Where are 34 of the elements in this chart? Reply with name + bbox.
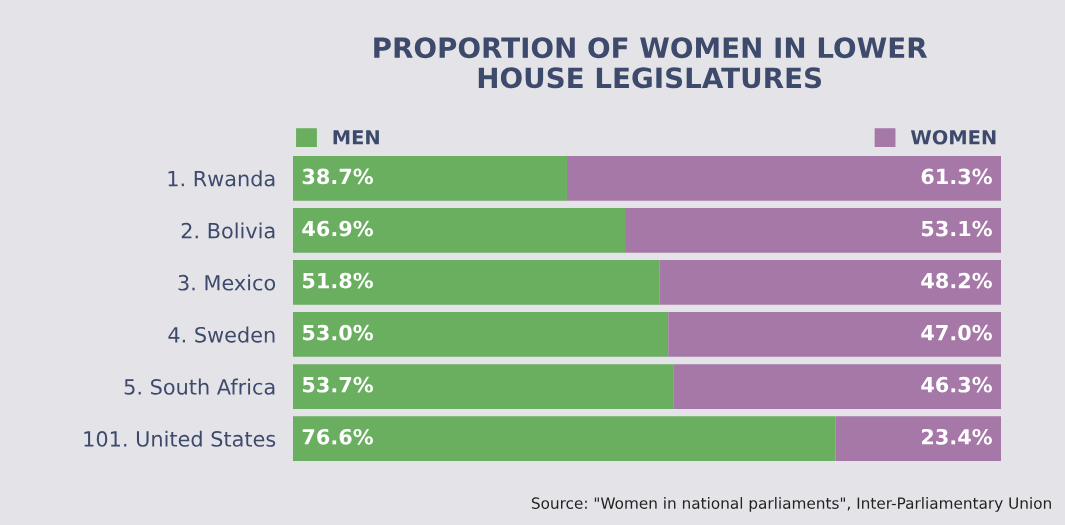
bar <box>292 260 660 305</box>
y-tick-label: 4. Sweden <box>168 326 275 343</box>
y-tick-label: 5. South Africa <box>124 378 275 395</box>
data-label: 47.0% <box>921 324 992 341</box>
bar <box>835 416 1002 461</box>
data-label: 53.0% <box>302 324 373 341</box>
data-label: 46.9% <box>302 220 373 237</box>
y-tick-label: 3. Mexico <box>178 274 276 291</box>
data-label: 51.8% <box>302 272 373 289</box>
bar <box>292 207 626 253</box>
bar <box>673 364 1002 409</box>
bar <box>659 260 1002 305</box>
bar <box>668 312 1002 357</box>
data-label: 46.3% <box>921 376 992 393</box>
bar <box>292 364 674 409</box>
data-label: 61.3% <box>921 168 992 185</box>
legend-label: MEN <box>333 130 379 145</box>
source-note: Source: "Women in national parliaments", Inter-Parliamentary Union <box>531 497 1051 512</box>
data-label: 53.7% <box>302 376 373 393</box>
bar <box>292 155 567 201</box>
bar <box>566 155 1002 201</box>
data-label: 53.1% <box>921 220 992 237</box>
y-tick-label: 101. United States <box>84 430 276 447</box>
data-label: 38.7% <box>302 168 373 185</box>
data-label: 23.4% <box>921 428 992 445</box>
data-label: 48.2% <box>921 272 992 289</box>
bar <box>292 312 669 357</box>
bar <box>292 416 836 461</box>
chart-title: PROPORTION OF WOMEN IN LOWER HOUSE LEGISLATURES <box>374 37 928 89</box>
data-label: 76.6% <box>302 428 373 445</box>
y-tick-label: 2. Bolivia <box>181 222 275 239</box>
y-tick-label: 1. Rwanda <box>168 170 275 187</box>
legend-label: WOMEN <box>910 129 996 145</box>
bar <box>625 207 1002 253</box>
